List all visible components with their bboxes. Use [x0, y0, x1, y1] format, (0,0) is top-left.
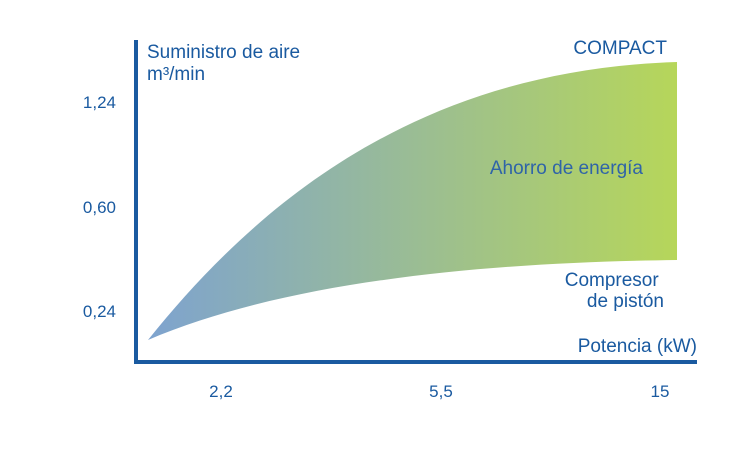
x-tick-label: 15	[651, 382, 670, 401]
series-label-piston-line2: de pistón	[587, 291, 664, 312]
series-label-piston-line1: Compresor	[565, 270, 660, 291]
x-axis-title: Potencia (kW)	[578, 336, 697, 357]
y-axis-title: Suministro de aire	[147, 42, 300, 63]
y-tick-label: 0,24	[83, 302, 116, 321]
series-label-compact: COMPACT	[573, 38, 667, 59]
energy-saving-annotation: Ahorro de energía	[490, 158, 644, 179]
y-axis-unit: m³/min	[147, 64, 205, 85]
energy-saving-area	[148, 62, 677, 340]
x-tick-label: 2,2	[209, 382, 233, 401]
y-tick-label: 0,60	[83, 198, 116, 217]
y-tick-label: 1,24	[83, 93, 116, 112]
series-label-piston: Compresor de pistón	[565, 270, 664, 312]
x-tick-label: 5,5	[429, 382, 453, 401]
